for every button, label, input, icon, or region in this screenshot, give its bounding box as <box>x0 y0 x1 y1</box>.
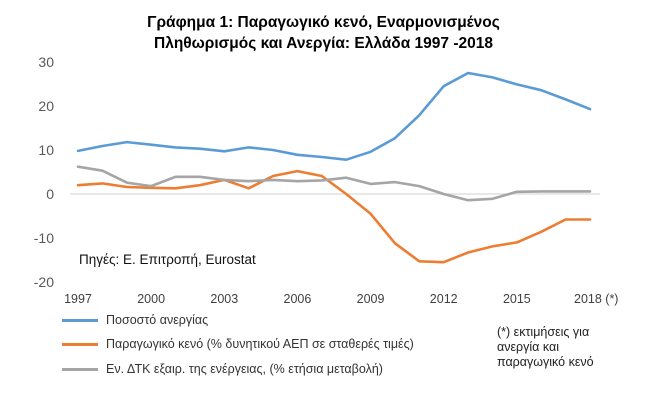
x-tick-label: 1997 <box>64 292 92 306</box>
x-tick-label: 2000 <box>137 292 165 306</box>
legend-swatch-core-hicp <box>62 367 98 371</box>
series-line-unemployment <box>76 71 592 161</box>
x-tick-label: 2018 (*) <box>574 292 618 306</box>
x-tick-label: 2012 <box>430 292 458 306</box>
y-tick-label: -10 <box>34 230 54 246</box>
y-tick-label: 10 <box>38 142 54 158</box>
source-note: Πηγές: Ε. Επιτροπή, Eurostat <box>79 252 256 267</box>
footnote: (*) εκτιμήσεις για ανεργία και παραγωγικ… <box>497 325 637 370</box>
chart-title-line1: Γράφημα 1: Παραγωγικό κενό, Εναρμονισμέν… <box>147 14 500 31</box>
footnote-line-3: παραγωγικό κενό <box>497 355 594 369</box>
legend-item-core-hicp: Εν. ΔΤΚ εξαιρ. της ενέργειας, (% ετήσια … <box>62 362 383 376</box>
footnote-line-2: ανεργία και <box>497 340 559 354</box>
series-line-output-gap <box>76 169 592 264</box>
chart-title-line2: Πληθωρισμός και Ανεργία: Ελλάδα 1997 -20… <box>154 35 493 52</box>
footnote-line-1: (*) εκτιμήσεις για <box>497 325 590 339</box>
x-tick-label: 2015 <box>503 292 531 306</box>
y-tick-label: -20 <box>34 274 54 290</box>
y-tick-label: 0 <box>46 186 54 202</box>
x-tick-label: 2003 <box>210 292 238 306</box>
legend-swatch-unemployment <box>62 318 98 322</box>
legend-label-unemployment: Ποσοστό ανεργίας <box>106 313 209 327</box>
legend-swatch-output-gap <box>62 342 98 346</box>
series-line-core-hicp <box>76 165 592 202</box>
legend-label-output-gap: Παραγωγικό κενό (% δυνητικού ΑΕΠ σε σταθ… <box>106 337 414 351</box>
y-tick-label: 20 <box>38 98 54 114</box>
legend-label-core-hicp: Εν. ΔΤΚ εξαιρ. της ενέργειας, (% ετήσια … <box>106 362 383 376</box>
y-tick-label: 30 <box>38 54 54 70</box>
x-tick-label: 2009 <box>357 292 385 306</box>
legend-item-unemployment: Ποσοστό ανεργίας <box>62 313 208 327</box>
x-tick-label: 2006 <box>284 292 312 306</box>
legend-item-output-gap: Παραγωγικό κενό (% δυνητικού ΑΕΠ σε σταθ… <box>62 337 414 351</box>
